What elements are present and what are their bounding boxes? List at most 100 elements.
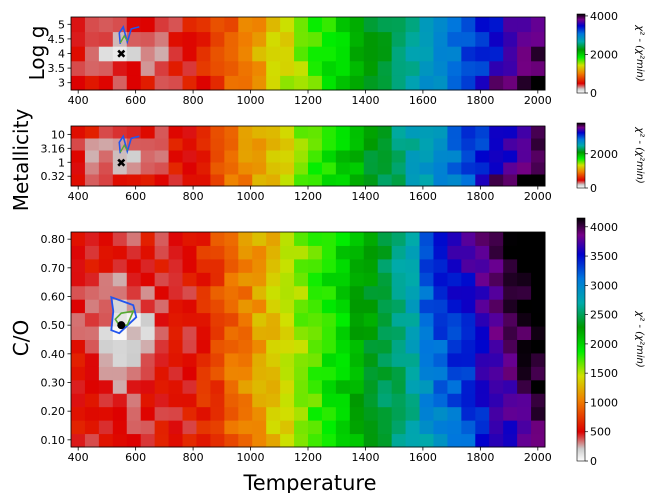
heatmap-cell [461,174,476,187]
heatmap-cell [182,138,197,151]
heatmap-cell [391,339,407,354]
heatmap-cell [71,232,86,246]
heatmap-cell [196,31,211,47]
heatmap-cell [168,285,184,300]
heatmap-cell [84,366,100,381]
heatmap-cell [335,232,351,246]
heatmap-cell [363,272,379,287]
heatmap-cell [112,339,128,354]
heatmap-cell [489,272,504,287]
heatmap-cell [391,352,407,367]
heatmap-cell [489,379,504,394]
heatmap-cell [224,420,239,435]
heatmap-cell [517,46,532,62]
heatmap-cell [475,379,490,394]
heatmap-cell [391,126,407,139]
heatmap-cell [294,75,309,91]
heatmap-cell [433,46,448,62]
heatmap-cell [112,232,128,246]
heatmap-cell [168,299,184,314]
heatmap-cell [224,75,239,91]
heatmap-cell [419,272,434,287]
heatmap-cell [112,379,128,394]
heatmap-cell [252,138,267,151]
heatmap-cell [335,379,351,394]
heatmap-cell [98,258,114,273]
heatmap-cell [503,352,518,367]
heatmap-cell [266,17,281,33]
heatmap-cell [238,31,253,47]
heatmap-cell [433,393,448,408]
heatmap-cell [71,174,86,187]
heatmap-cell [461,126,476,139]
heatmap-cell [419,17,434,33]
heatmap-cell [461,150,476,163]
heatmap-cell [84,232,100,246]
heatmap-cell [377,379,393,394]
heatmap-cell [461,420,476,435]
heatmap-cell [308,285,323,300]
heatmap-cell [489,406,504,421]
heatmap-cell [294,433,309,448]
heatmap-cell [461,379,476,394]
heatmap-cell [280,393,295,408]
heatmap-cell [140,75,156,91]
heatmap-cell [140,60,156,76]
heatmap-cell [210,150,225,163]
heatmap-cell [266,352,281,367]
heatmap-cell [503,46,518,62]
heatmap-cell [517,75,532,91]
heatmap-cell [391,379,407,394]
heatmap-cell [531,232,546,246]
heatmap-cell [308,245,323,260]
heatmap-cell [84,379,100,394]
heatmap-cell [517,366,532,381]
heatmap-cell [112,393,128,408]
heatmap-cell [98,339,114,354]
heatmap-cell [405,420,421,435]
heatmap-cell [98,366,114,381]
heatmap-cell [419,352,434,367]
heatmap-cell [224,312,239,327]
heatmap-cell [447,17,462,33]
heatmap-cell [489,352,504,367]
heatmap-cell [196,339,211,354]
heatmap-cell [154,258,170,273]
heatmap-cell [224,366,239,381]
heatmap-cell [377,299,393,314]
heatmap-cell [140,232,156,246]
heatmap-cell [517,31,532,47]
heatmap-cell [517,138,532,151]
heatmap-cell [419,285,434,300]
ylabel-co: C/O [9,320,33,356]
heatmap-cell [154,420,170,435]
heatmap-cell [140,245,156,260]
heatmap-cell [168,258,184,273]
heatmap-cell [517,245,532,260]
heatmap-cell [321,272,337,287]
heatmap-cell [308,75,323,91]
heatmap-cell [363,162,379,175]
heatmap-cell [335,174,351,187]
heatmap-cell [405,285,421,300]
heatmap-cell [321,433,337,448]
heatmap-cell [238,312,253,327]
heatmap-cell [419,245,434,260]
heatmap-cell [71,162,86,175]
heatmap-cell [517,339,532,354]
heatmap-cell [294,258,309,273]
heatmap-cell [266,433,281,448]
heatmap-cell [168,406,184,421]
heatmap-cell [447,245,462,260]
heatmap-cell [294,17,309,33]
x-tick-label: 1200 [294,451,322,464]
heatmap-cell [308,258,323,273]
heatmap-cell [280,299,295,314]
heatmap-cell [224,174,239,187]
heatmap-cell [140,150,156,163]
heatmap-cell [503,433,518,448]
heatmap-cell [266,339,281,354]
heatmap-cell [266,420,281,435]
heatmap-cell [391,299,407,314]
heatmap-cell [419,299,434,314]
